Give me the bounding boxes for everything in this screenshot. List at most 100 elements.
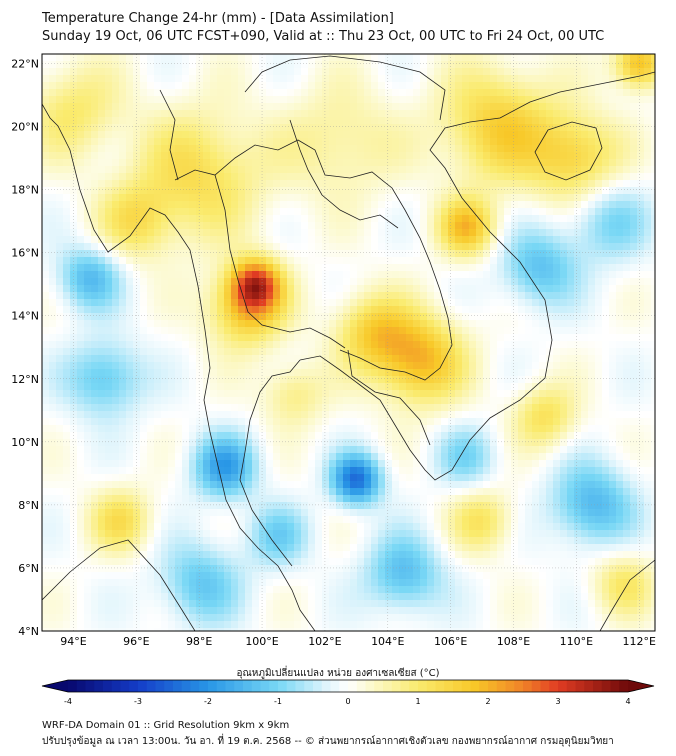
colorbar-segment [435,680,445,692]
colorbar-segment [94,680,104,692]
colorbar-tick-label: 0 [345,697,350,706]
colorbar-segment [243,680,253,692]
colorbar-segment [216,680,226,692]
colorbar-segment [111,680,121,692]
colorbar-segment [549,680,559,692]
map-frame [41,53,656,632]
colorbar-segment [391,680,401,692]
colorbar-segment [444,680,454,692]
colorbar-segment [173,680,183,692]
latitude-tick-label: 10°N [11,436,39,449]
colorbar-segment [348,680,358,692]
colorbar-segment [374,680,384,692]
colorbar-segment [286,680,296,692]
colorbar-segment [138,680,148,692]
colorbar-segment [400,680,410,692]
colorbar-segment [85,680,95,692]
colorbar-tick-label: 3 [555,697,560,706]
latitude-tick-label: 4°N [18,625,39,638]
colorbar-segment [593,680,603,692]
colorbar-segment [505,680,515,692]
colorbar-segment [103,680,113,692]
colorbar-segment [155,680,165,692]
longitude-tick-label: 98°E [186,635,212,648]
latitude-tick-label: 8°N [18,499,39,512]
colorbar-segment [383,680,393,692]
longitude-tick-label: 110°E [560,635,593,648]
colorbar-segment [295,680,305,692]
colorbar-segment [339,680,349,692]
colorbar-segment [164,680,174,692]
coastlines-and-borders [42,55,655,631]
latitude-tick-label: 12°N [11,373,39,386]
longitude-tick-label: 106°E [434,635,467,648]
longitude-tick-label: 102°E [308,635,341,648]
colorbar-segment [313,680,323,692]
colorbar-segment [278,680,288,692]
colorbar-segment [68,680,78,692]
colorbar-segment [566,680,576,692]
colorbar-tick-label: 2 [485,697,490,706]
colorbar-segment [488,680,498,692]
colorbar-segment [453,680,463,692]
longitude-tick-label: 104°E [371,635,404,648]
colorbar-segment [409,680,419,692]
latitude-labels: 22°N 20°N 18°N 16°N 14°N 12°N 10°N 8°N 6°N 4°N [11,57,39,638]
colorbar-tick-label: -1 [274,697,282,706]
colorbar-segment [575,680,585,692]
longitude-tick-label: 100°E [245,635,278,648]
colorbar-segment [76,680,86,692]
colorbar-segment [601,680,611,692]
longitude-tick-label: 108°E [497,635,530,648]
colorbar-segment [426,680,436,692]
colorbar-segment [330,680,340,692]
colorbar-segment [479,680,489,692]
colorbar-tick-label: -2 [204,697,212,706]
colorbar-segment [496,680,506,692]
colorbar: -4 -3 -2 -1 0 1 2 3 4 [41,679,655,706]
colorbar-segment [181,680,191,692]
colorbar-segment [540,680,550,692]
colorbar-segment [260,680,270,692]
colorbar-segment [531,680,541,692]
latitude-tick-label: 22°N [11,57,39,70]
colorbar-segment [225,680,235,692]
colorbar-segment [418,680,428,692]
latitude-tick-label: 16°N [11,247,39,260]
colorbar-segment [129,680,139,692]
temperature-change-map: 22°N 20°N 18°N 16°N 14°N 12°N 10°N 8°N 6°N 4°N 94… [11,53,656,648]
colorbar-segment [514,680,524,692]
colorbar-segment [321,680,331,692]
colorbar-segment [356,680,366,692]
colorbar-segment [610,680,620,692]
colorbar-extend-high [628,680,654,692]
colorbar-segment [470,680,480,692]
colorbar-segment [146,680,156,692]
colorbar-segment [523,680,533,692]
latitude-tick-label: 20°N [11,121,39,134]
footer-model-info: WRF-DA Domain 01 :: Grid Resolution 9km … [42,720,290,731]
map-subtitle: Sunday 19 Oct, 06 UTC FCST+090, Valid at… [42,29,605,44]
colorbar-segment [199,680,209,692]
longitude-labels: 94°E 96°E 98°E 100°E 102°E 104°E 106°E 108°E 110… [60,635,656,648]
colorbar-tick-label: -3 [134,697,142,706]
colorbar-tick-label: -4 [64,697,72,706]
colorbar-tick-label: 4 [625,697,630,706]
latitude-tick-label: 14°N [11,310,39,323]
colorbar-extend-low [42,680,68,692]
colorbar-segment [558,680,568,692]
colorbar-segment [234,680,244,692]
latitude-tick-label: 6°N [18,562,39,575]
longitude-tick-label: 94°E [60,635,86,648]
colorbar-segment [304,680,314,692]
longitude-tick-label: 112°E [623,635,656,648]
latitude-tick-label: 18°N [11,184,39,197]
graticule [42,54,655,631]
colorbar-tick-label: 1 [415,697,420,706]
temperature-field [42,54,655,631]
colorbar-segment [208,680,218,692]
footer-credit: ปรับปรุงข้อมูล ณ เวลา 13:00น. วัน อา. ที… [42,736,614,747]
colorbar-segment [190,680,200,692]
colorbar-outline [41,679,655,693]
colorbar-segment [251,680,261,692]
